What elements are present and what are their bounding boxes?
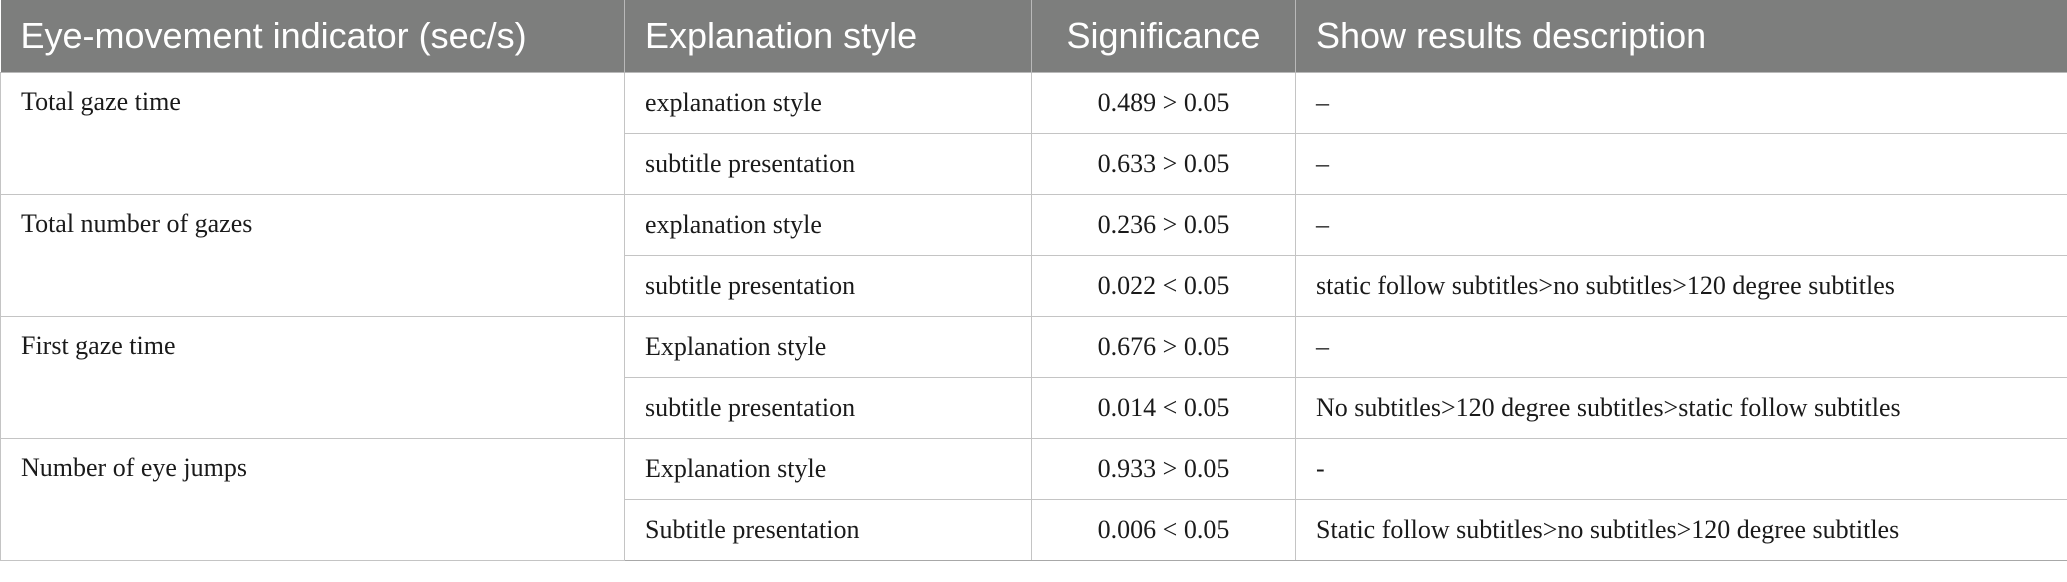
significance-cell: 0.676 > 0.05 <box>1031 315 1296 378</box>
table-row: Number of eye jumps Explanation style 0.… <box>0 437 2067 561</box>
table-header: Eye-movement indicator (sec/s) Explanati… <box>0 0 2067 73</box>
significance-cell: 0.489 > 0.05 <box>1031 71 1296 134</box>
indicator-cell: Number of eye jumps <box>0 437 625 561</box>
description-cell: – <box>1295 132 2067 195</box>
table-row: subtitle presentation 0.014 < 0.05 No su… <box>1 376 2067 439</box>
significance-cell: 0.014 < 0.05 <box>1031 376 1296 439</box>
header-indicator: Eye-movement indicator (sec/s) <box>0 0 625 73</box>
indicator-cell: Total number of gazes <box>0 193 625 317</box>
style-cell: subtitle presentation <box>624 376 1032 439</box>
header-explanation-style: Explanation style <box>624 0 1032 73</box>
indicator-cell: First gaze time <box>0 315 625 439</box>
significance-cell: 0.006 < 0.05 <box>1031 498 1296 561</box>
style-cell: Subtitle presentation <box>624 498 1032 561</box>
description-cell: – <box>1295 71 2067 134</box>
significance-cell: 0.236 > 0.05 <box>1031 193 1296 256</box>
significance-cell: 0.633 > 0.05 <box>1031 132 1296 195</box>
table-row: Subtitle presentation 0.006 < 0.05 Stati… <box>1 498 2067 561</box>
style-cell: subtitle presentation <box>624 132 1032 195</box>
description-cell: – <box>1295 193 2067 256</box>
style-cell: explanation style <box>624 71 1032 134</box>
header-row: Eye-movement indicator (sec/s) Explanati… <box>0 0 2067 73</box>
table-row: subtitle presentation 0.633 > 0.05 – <box>1 132 2067 195</box>
table-body: Total gaze time explanation style 0.489 … <box>0 71 2067 561</box>
indicator-cell: Total gaze time <box>0 71 625 195</box>
description-cell: No subtitles>120 degree subtitles>static… <box>1295 376 2067 439</box>
significance-cell: 0.933 > 0.05 <box>1031 437 1296 500</box>
header-description: Show results description <box>1295 0 2067 73</box>
description-cell: - <box>1295 437 2067 500</box>
table-row: Total number of gazes explanation style … <box>0 193 2067 317</box>
table-row: First gaze time Explanation style 0.676 … <box>0 315 2067 439</box>
header-significance: Significance <box>1031 0 1296 73</box>
table-row: subtitle presentation 0.022 < 0.05 stati… <box>1 254 2067 317</box>
description-cell: – <box>1295 315 2067 378</box>
significance-cell: 0.022 < 0.05 <box>1031 254 1296 317</box>
description-cell: Static follow subtitles>no subtitles>120… <box>1295 498 2067 561</box>
style-cell: subtitle presentation <box>624 254 1032 317</box>
style-cell: Explanation style <box>624 437 1032 500</box>
style-cell: Explanation style <box>624 315 1032 378</box>
description-cell: static follow subtitles>no subtitles>120… <box>1295 254 2067 317</box>
style-cell: explanation style <box>624 193 1032 256</box>
results-table: Eye-movement indicator (sec/s) Explanati… <box>0 0 2067 561</box>
table-row: Total gaze time explanation style 0.489 … <box>0 71 2067 195</box>
